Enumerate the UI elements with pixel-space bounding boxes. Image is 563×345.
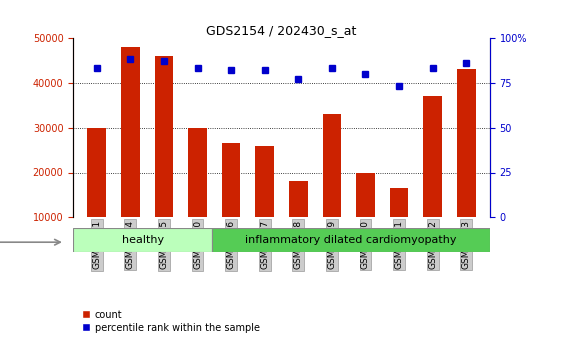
Bar <box>256 146 274 217</box>
Bar <box>222 143 240 217</box>
Legend: count, percentile rank within the sample: count, percentile rank within the sample <box>78 306 263 337</box>
Bar <box>289 181 307 217</box>
Bar <box>356 172 375 217</box>
Bar <box>121 47 140 217</box>
Bar <box>73 228 212 252</box>
Title: GDS2154 / 202430_s_at: GDS2154 / 202430_s_at <box>206 24 357 37</box>
Bar <box>188 128 207 217</box>
Bar <box>323 114 341 217</box>
Bar <box>457 69 476 217</box>
Text: inflammatory dilated cardiomyopathy: inflammatory dilated cardiomyopathy <box>245 235 457 245</box>
Bar <box>87 128 106 217</box>
Bar <box>390 188 408 217</box>
Text: healthy: healthy <box>122 235 164 245</box>
Bar <box>212 228 490 252</box>
Bar <box>155 56 173 217</box>
Bar <box>423 96 442 217</box>
